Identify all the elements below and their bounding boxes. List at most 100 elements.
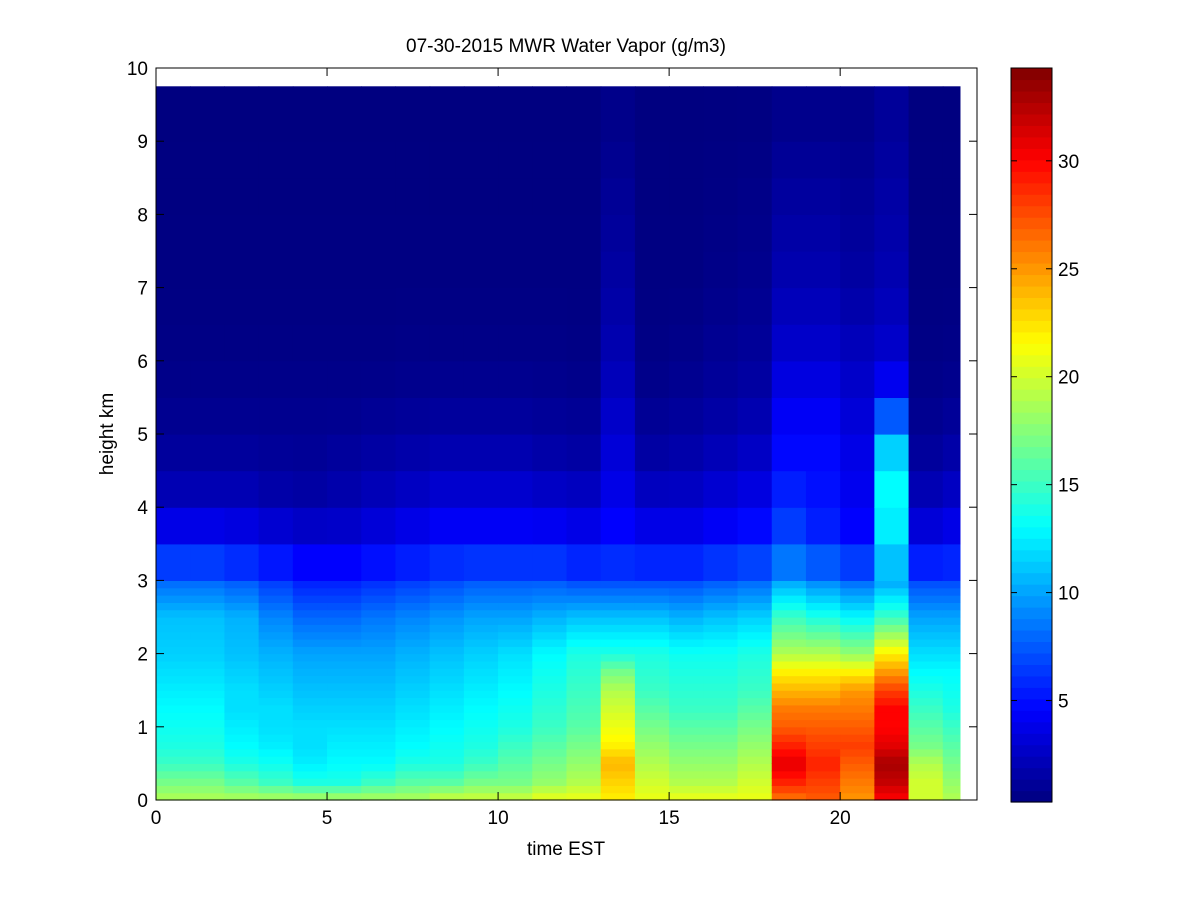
heatmap-cell <box>908 748 944 757</box>
heatmap-cell <box>190 763 226 772</box>
heatmap-cell <box>600 397 636 435</box>
heatmap-cell <box>737 507 773 545</box>
heatmap-cell <box>805 719 841 728</box>
colorbar-step <box>1011 756 1052 769</box>
heatmap-cell <box>463 609 499 618</box>
heatmap-cell <box>224 741 260 750</box>
heatmap-cell <box>532 726 568 735</box>
colorbar-step <box>1011 744 1052 757</box>
colorbar-gradient <box>1011 68 1052 803</box>
heatmap-cell <box>532 741 568 750</box>
heatmap-cell <box>224 653 260 662</box>
heatmap-cell <box>566 712 602 721</box>
heatmap-cell <box>703 697 739 706</box>
heatmap-cell <box>600 86 636 142</box>
heatmap-cell <box>327 543 362 581</box>
heatmap-cell <box>190 214 226 252</box>
heatmap-cell <box>771 697 807 706</box>
heatmap-cell <box>532 653 568 662</box>
heatmap-cell <box>669 668 704 677</box>
x-tick-label: 0 <box>151 808 162 829</box>
heatmap-cell <box>463 741 499 750</box>
heatmap-cell <box>942 785 961 794</box>
heatmap-cell <box>703 756 739 764</box>
heatmap-cell <box>361 397 397 435</box>
heatmap-cell <box>874 617 910 625</box>
heatmap-cell <box>429 86 465 142</box>
heatmap-cell <box>908 595 944 603</box>
heatmap-cell <box>874 675 910 684</box>
heatmap-cell <box>942 646 961 655</box>
heatmap-cell <box>669 638 704 647</box>
heatmap-cell <box>395 543 431 581</box>
heatmap-cell <box>258 734 294 743</box>
heatmap-cell <box>942 756 961 764</box>
heatmap-cell <box>566 741 602 750</box>
heatmap-cell <box>566 397 602 435</box>
y-tick-label: 8 <box>137 205 148 226</box>
heatmap-cell <box>805 638 841 647</box>
heatmap-cell <box>532 719 568 728</box>
heatmap-cell <box>498 360 533 398</box>
heatmap-cell <box>395 697 431 706</box>
heatmap-cell <box>156 580 191 589</box>
heatmap-cell <box>532 690 568 699</box>
heatmap-cell <box>942 580 961 589</box>
heatmap-cell <box>361 756 397 764</box>
heatmap-cell <box>327 609 362 618</box>
heatmap-cell <box>805 609 841 618</box>
heatmap-cell <box>908 734 944 743</box>
heatmap-cell <box>463 682 499 691</box>
heatmap-cell <box>292 397 328 435</box>
heatmap-cell <box>566 792 602 801</box>
x-axis-label: time EST <box>527 839 606 860</box>
heatmap-cell <box>600 741 636 750</box>
heatmap-cell <box>874 763 910 772</box>
heatmap-cell <box>463 86 499 142</box>
heatmap-cell <box>395 704 431 713</box>
heatmap-cell <box>190 251 226 289</box>
heatmap-cell <box>292 756 328 764</box>
heatmap-cell <box>771 595 807 603</box>
heatmap-cell <box>805 660 841 669</box>
heatmap-cell <box>463 543 499 581</box>
heatmap-cell <box>942 668 961 677</box>
colorbar-step <box>1011 320 1052 333</box>
heatmap-cell <box>361 785 397 794</box>
heatmap-cell <box>463 141 499 179</box>
heatmap-cell <box>292 86 328 142</box>
heatmap-cell <box>395 763 431 772</box>
heatmap-cell <box>908 602 944 611</box>
heatmap-cell <box>395 719 431 728</box>
heatmap-cell <box>258 704 294 713</box>
heatmap-cell <box>566 624 602 633</box>
heatmap-cell <box>874 741 910 750</box>
heatmap-cell <box>771 682 807 691</box>
heatmap-cell <box>600 543 636 581</box>
y-axis: 0 1 2 3 4 5 6 7 8 9 10 <box>127 59 977 812</box>
heatmap-cell <box>805 792 841 801</box>
heatmap-cell <box>190 609 226 618</box>
heatmap-cell <box>942 734 961 743</box>
heatmap-cell <box>771 609 807 618</box>
heatmap-cell <box>634 712 670 721</box>
heatmap-cell <box>600 617 636 625</box>
heatmap-cell <box>566 719 602 728</box>
heatmap-cell <box>669 543 704 581</box>
heatmap-cell <box>361 778 397 786</box>
heatmap-cell <box>498 712 533 721</box>
heatmap-cell <box>395 660 431 669</box>
heatmap-cell <box>463 748 499 757</box>
heatmap-cell <box>805 587 841 596</box>
heatmap-cell <box>634 324 670 362</box>
heatmap-cell <box>600 748 636 757</box>
heatmap-cell <box>600 646 636 655</box>
heatmap-cell <box>258 609 294 618</box>
heatmap-cell <box>498 580 533 589</box>
heatmap-cell <box>840 763 875 772</box>
y-axis-label: height km <box>97 393 118 475</box>
y-tick-label: 5 <box>137 425 148 446</box>
heatmap-cell <box>156 543 191 581</box>
heatmap-cell <box>703 741 739 750</box>
heatmap-cell <box>429 726 465 735</box>
